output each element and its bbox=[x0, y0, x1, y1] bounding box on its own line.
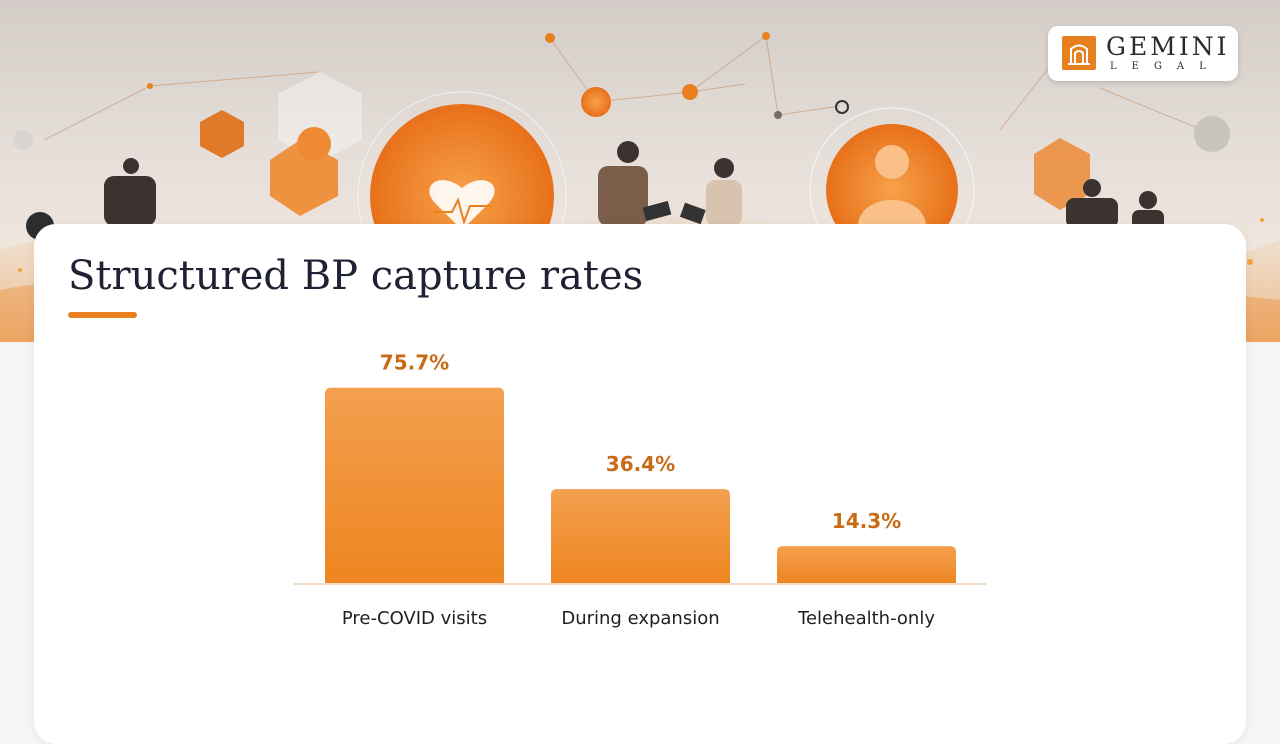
data-label-0: 75.7% bbox=[380, 351, 449, 375]
title-underline bbox=[68, 312, 137, 318]
data-label-1: 36.4% bbox=[606, 452, 675, 476]
data-label-2: 14.3% bbox=[832, 509, 901, 533]
logo-emblem-icon bbox=[1062, 36, 1096, 70]
content-card: Structured BP capture rates 75.7% Pre-COV… bbox=[34, 224, 1246, 744]
bar-1 bbox=[551, 489, 730, 583]
bar-chart: 75.7% Pre-COVID visits 36.4% During expansi… bbox=[294, 351, 986, 629]
category-label-1: During expansion bbox=[561, 608, 719, 629]
logo-subtitle: LEGAL bbox=[1110, 61, 1221, 72]
logo-wordmark: GEMINI bbox=[1106, 32, 1230, 61]
category-label-2: Telehealth-only bbox=[797, 608, 935, 629]
brand-logo[interactable]: GEMINI LEGAL bbox=[1048, 26, 1238, 81]
category-label-0: Pre-COVID visits bbox=[342, 608, 487, 629]
bar-2 bbox=[777, 546, 956, 583]
bar-0 bbox=[325, 387, 504, 583]
slide-title: Structured BP capture rates bbox=[68, 253, 644, 299]
